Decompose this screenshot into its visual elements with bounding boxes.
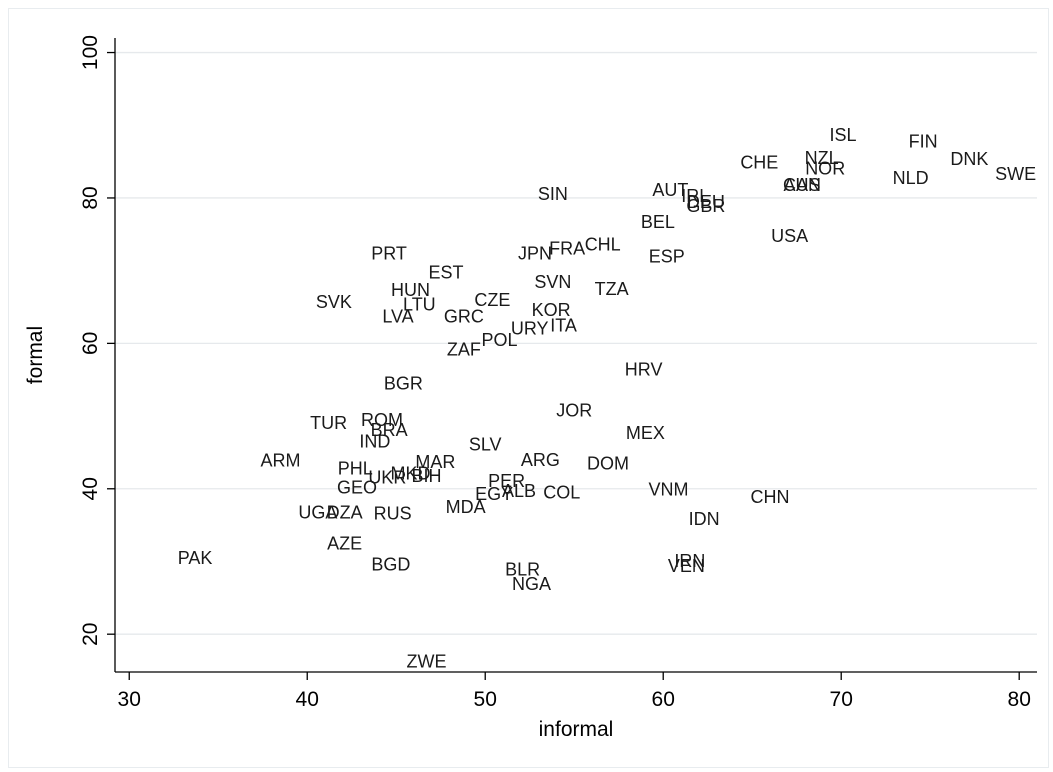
point-label: ROM	[361, 410, 403, 430]
point-label: RUS	[374, 504, 412, 524]
point-label: NOR	[805, 158, 845, 178]
point-label: SIN	[538, 184, 568, 204]
y-tick-label: 100	[79, 35, 102, 70]
point-label: JOR	[556, 400, 592, 420]
point-label: ZAF	[447, 339, 481, 359]
point-label: EST	[429, 262, 464, 282]
point-label: BIH	[411, 466, 441, 486]
point-label: VNM	[649, 480, 689, 500]
point-label: CHL	[585, 235, 621, 255]
point-label: DEU	[687, 192, 725, 212]
point-label: TUR	[310, 413, 347, 433]
point-label: GBR	[686, 196, 725, 216]
point-label: BEL	[641, 212, 675, 232]
y-axis-title: formal	[24, 326, 47, 384]
point-label: PHL	[338, 459, 373, 479]
axes: 20 40 60 80 100 30 40 50 60 70 80	[79, 35, 1037, 711]
grid-lines	[115, 51, 1037, 635]
point-label: POL	[481, 330, 517, 350]
point-label: JPN	[518, 243, 552, 263]
point-label: SLV	[469, 435, 502, 455]
point-label: PAK	[178, 548, 213, 568]
point-label: ESP	[649, 246, 685, 266]
point-label: BRA	[371, 420, 408, 440]
point-label: MEX	[626, 423, 665, 443]
point-label: USA	[771, 226, 808, 246]
point-label: DOM	[587, 454, 629, 474]
point-label: SVN	[534, 272, 571, 292]
point-label: MDA	[446, 497, 486, 517]
point-label: AUS	[784, 175, 821, 195]
chart-frame	[8, 8, 1049, 768]
point-label: URY	[511, 318, 549, 338]
point-label: CZE	[474, 290, 510, 310]
point-label: HRV	[625, 360, 663, 380]
point-label: PRT	[371, 243, 407, 263]
point-label: BGR	[384, 374, 423, 394]
point-label: IRN	[674, 551, 705, 571]
point-label: NLD	[893, 168, 929, 188]
point-label: NGA	[512, 574, 551, 594]
point-label: ARG	[521, 450, 560, 470]
point-label: COL	[543, 483, 580, 503]
x-tick-label: 50	[474, 688, 497, 711]
point-label: LVA	[382, 307, 413, 327]
point-label: IDN	[689, 509, 720, 529]
point-label: UGA	[298, 502, 337, 522]
y-tick-label: 40	[79, 477, 102, 500]
y-tick-label: 20	[79, 623, 102, 646]
point-label: HUN	[391, 280, 430, 300]
point-label: KOR	[532, 300, 571, 320]
point-label: IRL	[681, 186, 709, 206]
point-label: AZE	[327, 534, 362, 554]
point-label: ZWE	[406, 651, 446, 671]
point-label: MAR	[415, 452, 455, 472]
point-label: DNK	[950, 149, 988, 169]
point-label: MKD	[390, 464, 430, 484]
point-label: ARM	[261, 451, 301, 471]
point-label: BGD	[371, 555, 410, 575]
point-label: ISL	[829, 125, 856, 145]
point-label: FRA	[549, 238, 585, 258]
point-label: GRC	[444, 307, 484, 327]
x-tick-label: 70	[830, 688, 853, 711]
point-label: VEN	[668, 556, 705, 576]
point-label: UKR	[368, 467, 406, 487]
point-label: CHE	[740, 153, 778, 173]
x-tick-label: 80	[1008, 688, 1031, 711]
point-label: GEO	[337, 478, 377, 498]
point-label: BLR	[505, 560, 540, 580]
y-tick-label: 80	[79, 186, 102, 209]
point-label: PER	[488, 471, 525, 491]
point-label: IND	[359, 432, 390, 452]
x-tick-label: 60	[652, 688, 675, 711]
y-tick-label: 60	[79, 332, 102, 355]
point-label: TZA	[595, 279, 629, 299]
x-tick-label: 30	[118, 688, 141, 711]
point-label: AUT	[652, 180, 688, 200]
point-label: EGY	[475, 484, 513, 504]
point-label: ITA	[550, 315, 577, 335]
point-label: DZA	[327, 502, 363, 522]
point-label: CHN	[751, 487, 790, 507]
point-label: NZL	[805, 148, 839, 168]
point-label: LTU	[403, 294, 436, 314]
point-label: SVK	[316, 292, 352, 312]
x-axis-title: informal	[539, 718, 614, 741]
point-label: CAN	[783, 175, 821, 195]
point-label: ALB	[502, 481, 536, 501]
point-label: FIN	[909, 131, 938, 151]
x-tick-label: 40	[296, 688, 319, 711]
point-label: SWE	[995, 164, 1036, 184]
